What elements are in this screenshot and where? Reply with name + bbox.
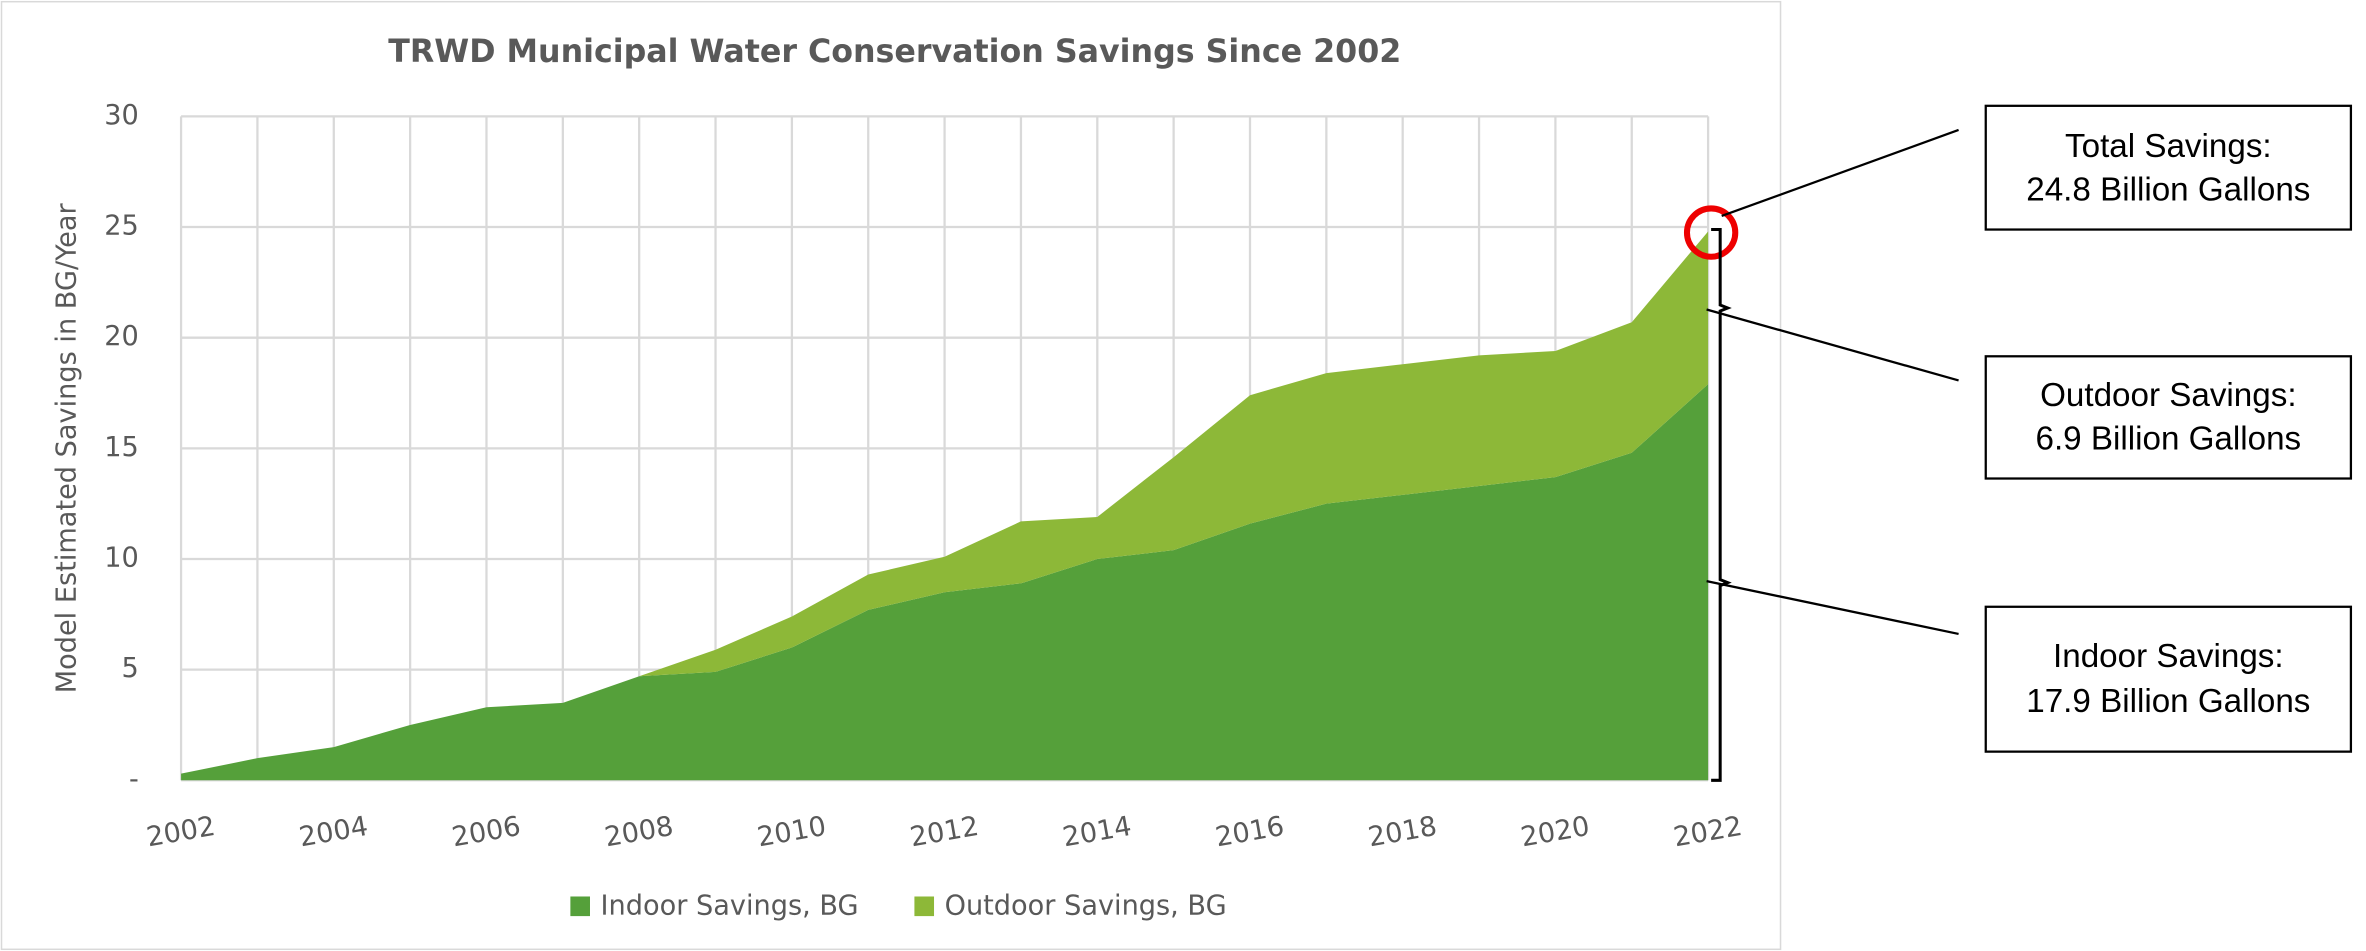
callout-text: 17.9 Billion Gallons [2026,683,2310,720]
area [181,384,1709,781]
callout-text: Outdoor Savings: [2040,377,2296,414]
y-tick-label: 10 [104,542,139,573]
callout-text: 6.9 Billion Gallons [2036,421,2302,458]
callout-box [1984,605,2353,753]
callout-box [1984,355,2353,480]
callout-box [1984,104,2353,231]
brace [1711,228,1732,782]
callout-text: 24.8 Billion Gallons [2026,172,2310,209]
y-tick-label: 30 [104,100,139,131]
chart-title: TRWD Municipal Water Conservation Saving… [388,34,1401,70]
legend-label: Outdoor Savings, BG [945,891,1227,922]
callout-text: Total Savings: [2065,128,2272,165]
y-tick-label: 5 [122,653,139,684]
callout-text: Indoor Savings: [2053,638,2284,675]
callout-line [1706,308,1959,382]
legend-label: Indoor Savings, BG [601,891,859,922]
highlight-circle [1683,205,1739,260]
y-axis-label: Model Estimated Savings in BG/Year [51,203,82,694]
annotation-callouts: Total Savings: 24.8 Billion Gallons Outd… [1683,104,2353,782]
y-tick-label: 25 [104,211,139,242]
legend-swatch [570,896,590,917]
legend-swatch [914,896,935,917]
y-tick-label: 15 [104,432,139,463]
callout-line [1706,580,1959,636]
callout-line [1721,128,1959,218]
y-tick-label: 20 [104,321,139,352]
y-tick-label: - [129,764,139,795]
